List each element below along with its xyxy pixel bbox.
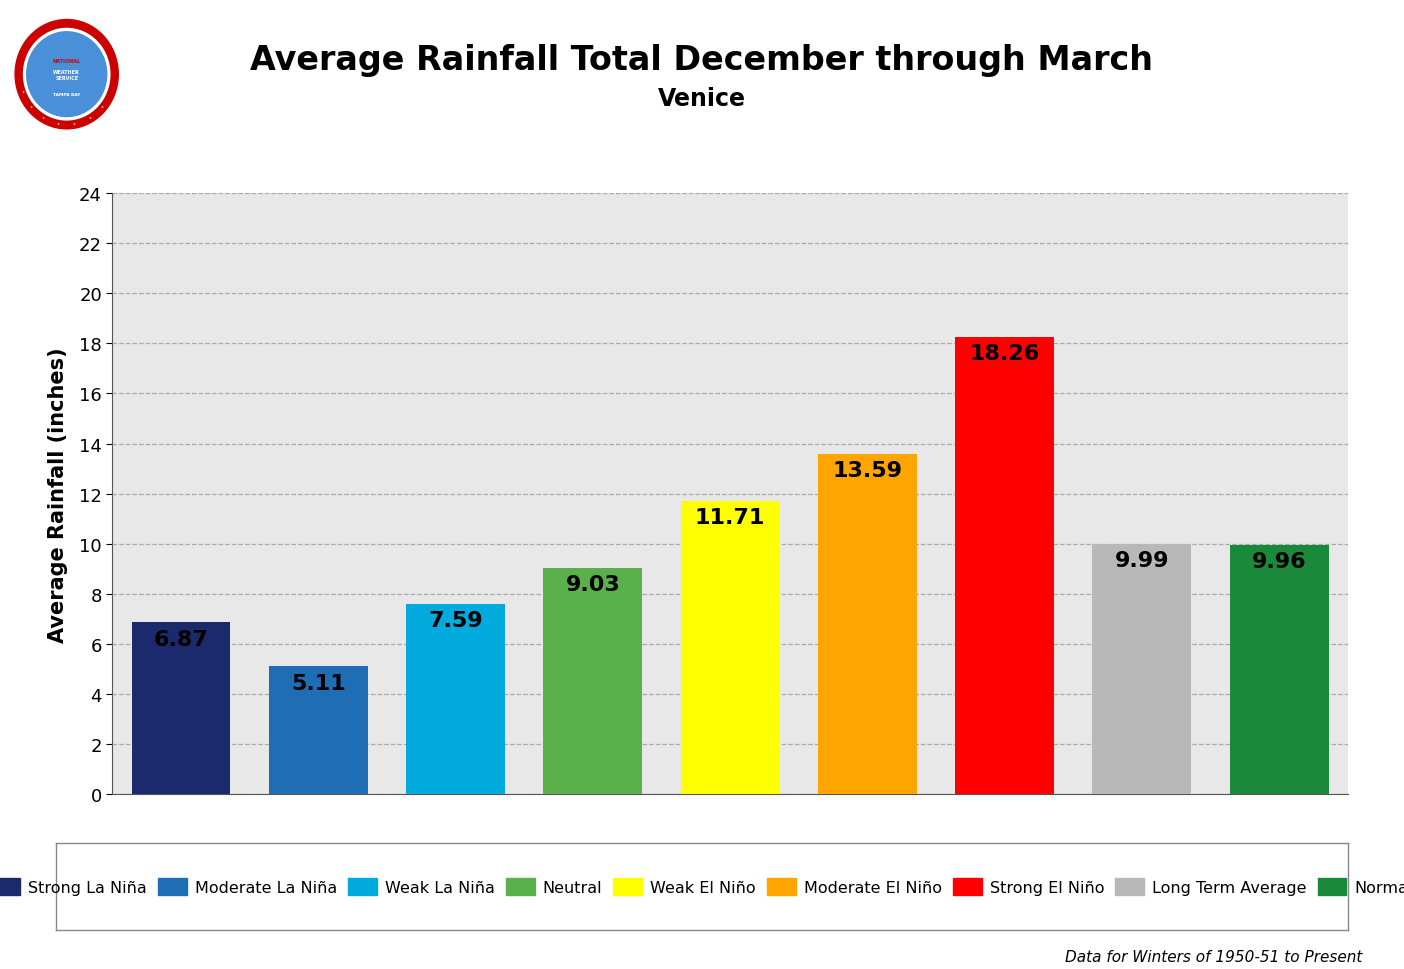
Text: 7.59: 7.59 (428, 610, 483, 631)
Text: TAMPA BAY: TAMPA BAY (53, 93, 80, 97)
Text: 18.26: 18.26 (970, 344, 1040, 363)
Text: 9.99: 9.99 (1115, 550, 1170, 571)
Bar (1092, 545, 1192, 795)
Circle shape (15, 20, 118, 130)
Text: 13.59: 13.59 (833, 460, 903, 481)
Text: Venice: Venice (658, 87, 746, 111)
Bar (1230, 546, 1328, 795)
Text: NATIONAL: NATIONAL (52, 59, 81, 64)
Text: ★: ★ (58, 121, 60, 125)
Text: ★: ★ (101, 105, 104, 109)
Text: 9.03: 9.03 (566, 575, 621, 595)
Bar (955, 337, 1054, 795)
Bar (543, 569, 642, 795)
Text: 6.87: 6.87 (153, 629, 208, 649)
Y-axis label: Average Rainfall (inches): Average Rainfall (inches) (48, 347, 67, 641)
Bar (268, 667, 368, 795)
Bar (819, 454, 917, 795)
Text: WEATHER
SERVICE: WEATHER SERVICE (53, 70, 80, 80)
Legend: Strong La Niña, Moderate La Niña, Weak La Niña, Neutral, Weak El Niño, Moderate : Strong La Niña, Moderate La Niña, Weak L… (0, 870, 1404, 903)
Bar (132, 623, 230, 795)
Text: ★: ★ (42, 115, 45, 119)
Text: 9.96: 9.96 (1252, 551, 1307, 572)
Bar (406, 605, 505, 795)
Circle shape (27, 33, 107, 117)
Text: ★: ★ (88, 115, 91, 119)
Text: Data for Winters of 1950-51 to Present: Data for Winters of 1950-51 to Present (1064, 950, 1362, 964)
Text: ★: ★ (29, 105, 32, 109)
Text: 5.11: 5.11 (291, 672, 345, 693)
Text: 11.71: 11.71 (695, 508, 765, 528)
Text: ★: ★ (21, 90, 25, 94)
Circle shape (24, 29, 110, 121)
Text: Average Rainfall Total December through March: Average Rainfall Total December through … (250, 44, 1154, 77)
Bar (681, 501, 779, 795)
Text: ★: ★ (73, 121, 76, 125)
